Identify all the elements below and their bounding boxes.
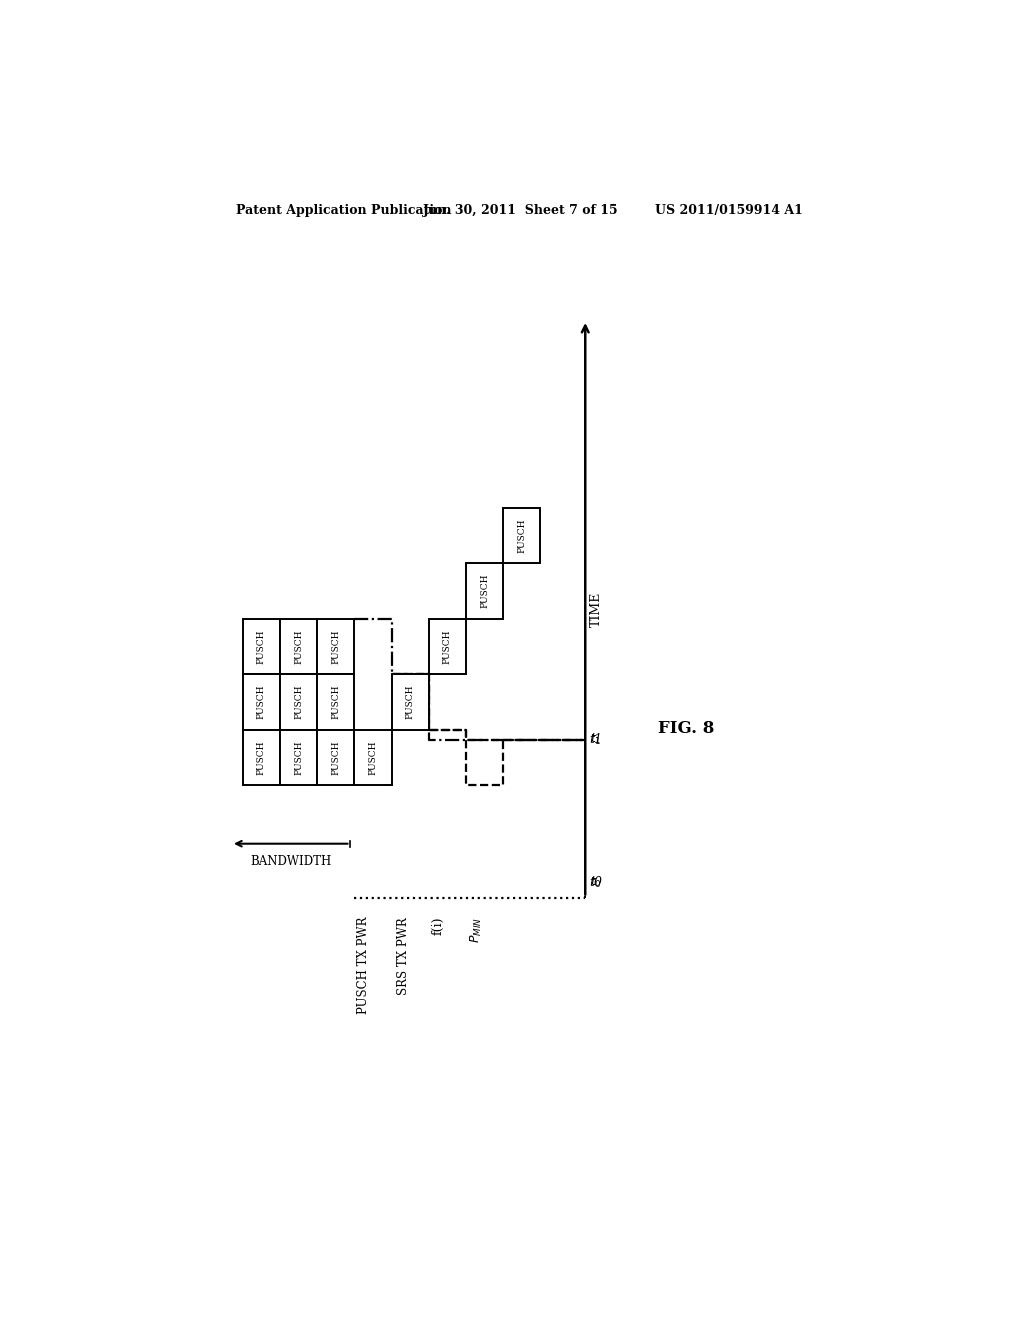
Text: FIG. 8: FIG. 8 [657,719,714,737]
Bar [280,619,317,675]
Text: Patent Application Publication: Patent Application Publication [237,205,452,218]
Text: PUSCH: PUSCH [294,741,303,775]
Text: $t_1$: $t_1$ [590,733,601,747]
Text: PUSCH: PUSCH [442,630,452,664]
Text: PUSCH: PUSCH [331,741,340,775]
Text: $t_0$: $t_0$ [590,875,602,890]
Text: PUSCH: PUSCH [257,630,266,664]
Text: PUSCH: PUSCH [294,685,303,719]
Text: PUSCH: PUSCH [406,685,415,719]
Text: PUSCH: PUSCH [331,630,340,664]
Bar [243,675,280,730]
Bar [429,619,466,675]
Text: PUSCH: PUSCH [480,574,489,609]
Bar [317,675,354,730]
Text: t0: t0 [589,875,602,888]
Text: PUSCH: PUSCH [257,685,266,719]
Text: $P_{MIN}$: $P_{MIN}$ [469,917,484,942]
Text: PUSCH: PUSCH [331,685,340,719]
Bar [280,675,317,730]
Bar [317,730,354,785]
Bar [503,508,541,564]
Bar [354,730,391,785]
Text: BANDWIDTH: BANDWIDTH [250,855,332,869]
Text: Jun. 30, 2011  Sheet 7 of 15: Jun. 30, 2011 Sheet 7 of 15 [423,205,618,218]
Text: PUSCH: PUSCH [257,741,266,775]
Text: TIME: TIME [590,591,602,627]
Bar [280,730,317,785]
Text: SRS TX PWR: SRS TX PWR [396,917,410,994]
Text: PUSCH TX PWR: PUSCH TX PWR [357,917,370,1014]
Text: t1: t1 [589,733,602,746]
Text: PUSCH: PUSCH [517,519,526,553]
Text: PUSCH: PUSCH [294,630,303,664]
Bar [243,730,280,785]
Bar [391,675,429,730]
Text: US 2011/0159914 A1: US 2011/0159914 A1 [655,205,803,218]
Text: PUSCH: PUSCH [369,741,378,775]
Bar [243,619,280,675]
Bar [466,564,503,619]
Text: f(i): f(i) [431,917,444,936]
Bar [317,619,354,675]
